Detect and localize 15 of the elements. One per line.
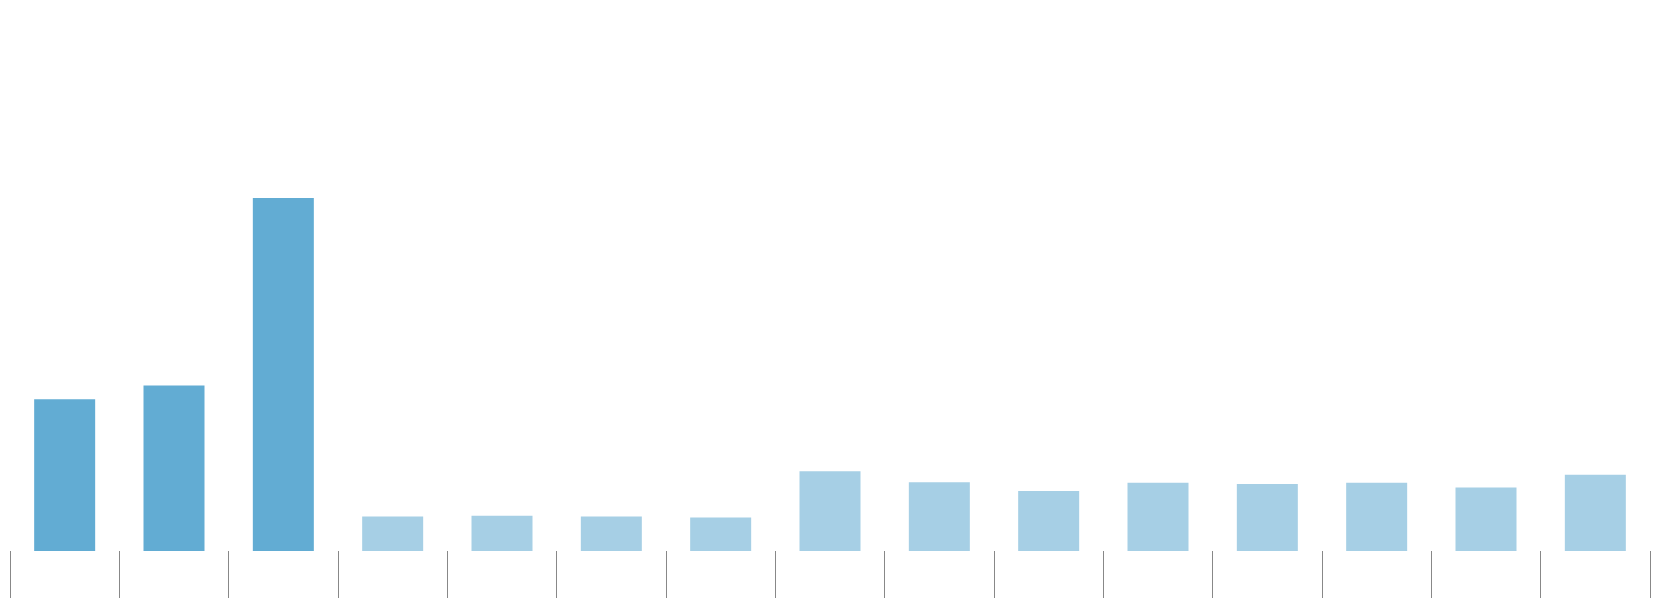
bar xyxy=(143,385,205,551)
bar xyxy=(580,516,642,551)
bar xyxy=(471,515,533,551)
bar xyxy=(252,198,314,551)
bar xyxy=(799,471,861,551)
bar xyxy=(1564,474,1626,551)
bar xyxy=(1346,482,1408,551)
bar xyxy=(1455,487,1517,551)
bar xyxy=(1127,482,1189,551)
bar xyxy=(362,516,424,551)
bar xyxy=(690,517,752,551)
bar xyxy=(34,399,96,551)
bar xyxy=(1236,483,1298,551)
bar xyxy=(908,482,970,551)
bar xyxy=(1018,490,1080,551)
